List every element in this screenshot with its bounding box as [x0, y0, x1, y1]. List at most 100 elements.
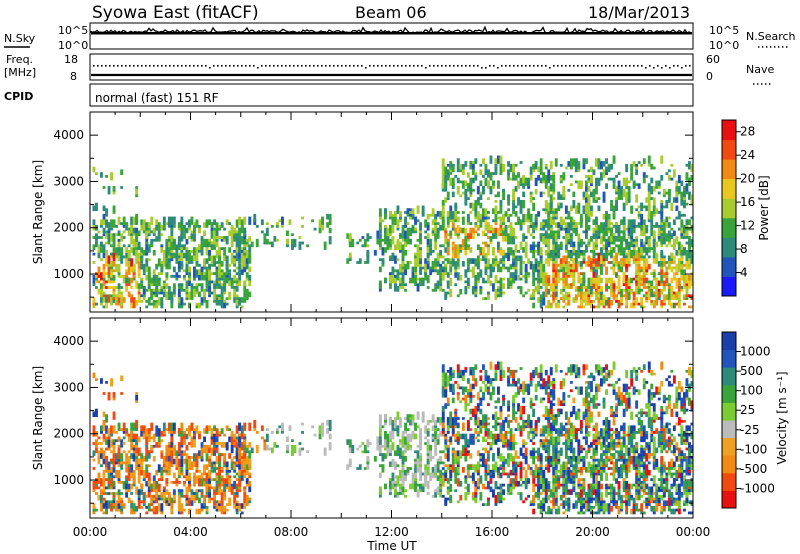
power-cell — [240, 305, 244, 309]
power-cell — [474, 175, 478, 181]
power-cell — [632, 258, 636, 264]
velocity-cell — [213, 467, 216, 473]
power-cell — [441, 222, 445, 225]
power-cell — [162, 280, 166, 284]
power-cell — [464, 280, 468, 284]
power-cell — [688, 250, 691, 259]
power-cell — [667, 286, 671, 289]
velocity-cell — [424, 483, 428, 487]
power-cell — [685, 252, 689, 259]
power-cell — [637, 263, 641, 273]
power-cell — [399, 233, 402, 237]
velocity-cell — [444, 433, 448, 437]
power-cell — [504, 266, 508, 270]
velocity-cell — [434, 492, 438, 498]
velocity-cell — [210, 478, 214, 481]
nave-dot — [241, 65, 243, 67]
velocity-cell — [524, 425, 528, 429]
power-cell — [245, 272, 249, 278]
power-cell — [539, 305, 543, 309]
velocity-cell — [484, 369, 488, 376]
velocity-cell — [150, 500, 154, 504]
velocity-cell — [361, 450, 365, 454]
nave-label: Nave — [746, 63, 774, 76]
velocity-cell — [419, 483, 422, 490]
velocity-cell — [466, 489, 470, 495]
power-cell — [577, 286, 581, 292]
velocity-cell — [346, 439, 350, 445]
power-cell — [605, 252, 608, 259]
velocity-cell — [549, 428, 553, 434]
power-cell — [170, 252, 174, 256]
velocity-cell — [95, 508, 98, 512]
velocity-cell — [170, 511, 174, 515]
power-cell — [630, 205, 634, 214]
velocity-cell — [190, 439, 194, 445]
velocity-cell — [476, 461, 480, 470]
velocity-cell — [183, 433, 186, 437]
power-cell — [497, 211, 500, 214]
colorbar-swatch — [722, 139, 736, 160]
velocity-cell — [482, 447, 485, 451]
power-cell — [620, 258, 623, 262]
velocity-cell — [527, 422, 531, 429]
power-cell — [102, 244, 106, 253]
velocity-cell — [152, 444, 156, 448]
power-cell — [652, 247, 656, 253]
power-cell — [411, 225, 415, 228]
power-cell — [665, 266, 669, 270]
velocity-cell — [514, 450, 518, 459]
power-cell — [115, 263, 118, 273]
power-cell — [489, 186, 493, 195]
power-cell — [582, 300, 586, 303]
power-cell — [564, 261, 568, 270]
velocity-cell — [225, 467, 229, 473]
velocity-cell — [544, 372, 548, 376]
nave-dot — [233, 65, 235, 67]
velocity-cell — [542, 497, 546, 504]
power-cell — [627, 241, 631, 245]
power-cell — [461, 211, 465, 214]
velocity-cell — [115, 500, 118, 504]
velocity-cell — [414, 461, 417, 465]
power-cell — [610, 247, 613, 250]
power-cell — [165, 238, 169, 242]
velocity-cell — [529, 381, 533, 387]
velocity-cell — [198, 431, 201, 434]
power-cell — [572, 244, 576, 253]
nsky-band — [91, 32, 692, 35]
nave-dot — [477, 65, 479, 67]
velocity-cell — [203, 494, 206, 504]
velocity-cell — [165, 497, 169, 504]
velocity-cell — [439, 417, 443, 423]
velocity-cell — [228, 475, 232, 479]
power-cell — [597, 158, 601, 164]
velocity-cell — [444, 478, 448, 481]
velocity-cell — [471, 464, 475, 470]
power-cell — [572, 269, 576, 273]
power-cell — [672, 272, 676, 281]
velocity-cell — [539, 469, 543, 476]
power-cell — [454, 244, 458, 253]
velocity-cell — [107, 500, 111, 509]
velocity-cell — [125, 453, 129, 459]
power-cell — [248, 294, 252, 298]
power-cell — [102, 216, 106, 225]
power-cell — [132, 247, 136, 253]
velocity-cell — [150, 494, 154, 501]
power-cell — [524, 250, 528, 259]
power-cell — [476, 225, 480, 228]
power-cell — [632, 252, 636, 261]
velocity-cell — [469, 392, 473, 398]
power-cell — [494, 205, 498, 214]
power-cell — [476, 211, 480, 220]
velocity-cell — [487, 442, 490, 445]
velocity-cell — [524, 481, 528, 487]
power-cell — [662, 261, 666, 267]
power-cell — [230, 277, 234, 281]
power-cell — [102, 305, 106, 309]
velocity-cell — [107, 461, 111, 470]
power-cell — [615, 300, 618, 303]
velocity-cell — [132, 472, 136, 476]
power-cell — [683, 283, 686, 289]
